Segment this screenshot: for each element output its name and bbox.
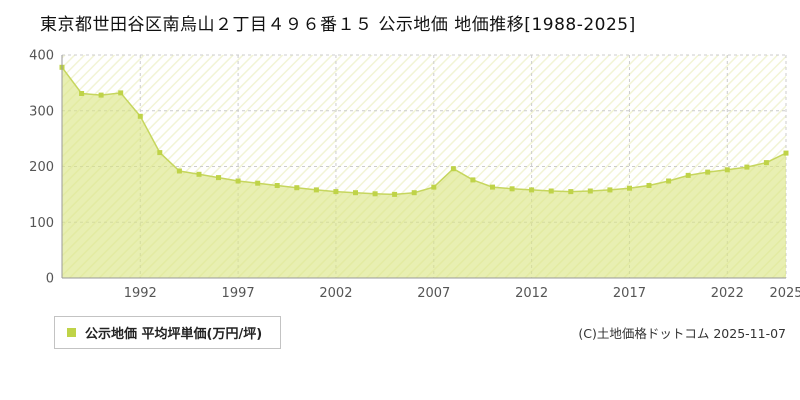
svg-text:0: 0 <box>46 272 54 287</box>
svg-text:2002: 2002 <box>319 286 352 301</box>
svg-text:300: 300 <box>29 104 54 119</box>
svg-text:2025: 2025 <box>769 286 800 301</box>
svg-text:2022: 2022 <box>711 286 744 301</box>
svg-text:400: 400 <box>29 49 54 64</box>
legend-label: 公示地価 平均坪単価(万円/坪) <box>85 327 263 342</box>
svg-text:200: 200 <box>29 160 54 175</box>
copyright-text: (C)土地価格ドットコム 2025-11-07 <box>578 326 786 341</box>
legend-marker-icon <box>67 328 76 337</box>
chart-legend: 公示地価 平均坪単価(万円/坪) <box>54 316 282 349</box>
svg-text:1997: 1997 <box>222 286 255 301</box>
page-title: 東京都世田谷区南烏山２丁目４９６番１５ 公示地価 地価推移[1988-2025] <box>40 15 636 35</box>
svg-text:100: 100 <box>29 216 54 231</box>
svg-text:1992: 1992 <box>124 286 157 301</box>
svg-text:2017: 2017 <box>613 286 646 301</box>
price-trend-chart: 0 100 200 300 400 1992 1997 2002 2007 2012 2017 202… <box>29 49 800 302</box>
svg-text:2012: 2012 <box>515 286 548 301</box>
chart-area: 0 100 200 300 400 1992 1997 2002 2007 2012 2017 202… <box>29 49 800 302</box>
svg-text:2007: 2007 <box>417 286 450 301</box>
